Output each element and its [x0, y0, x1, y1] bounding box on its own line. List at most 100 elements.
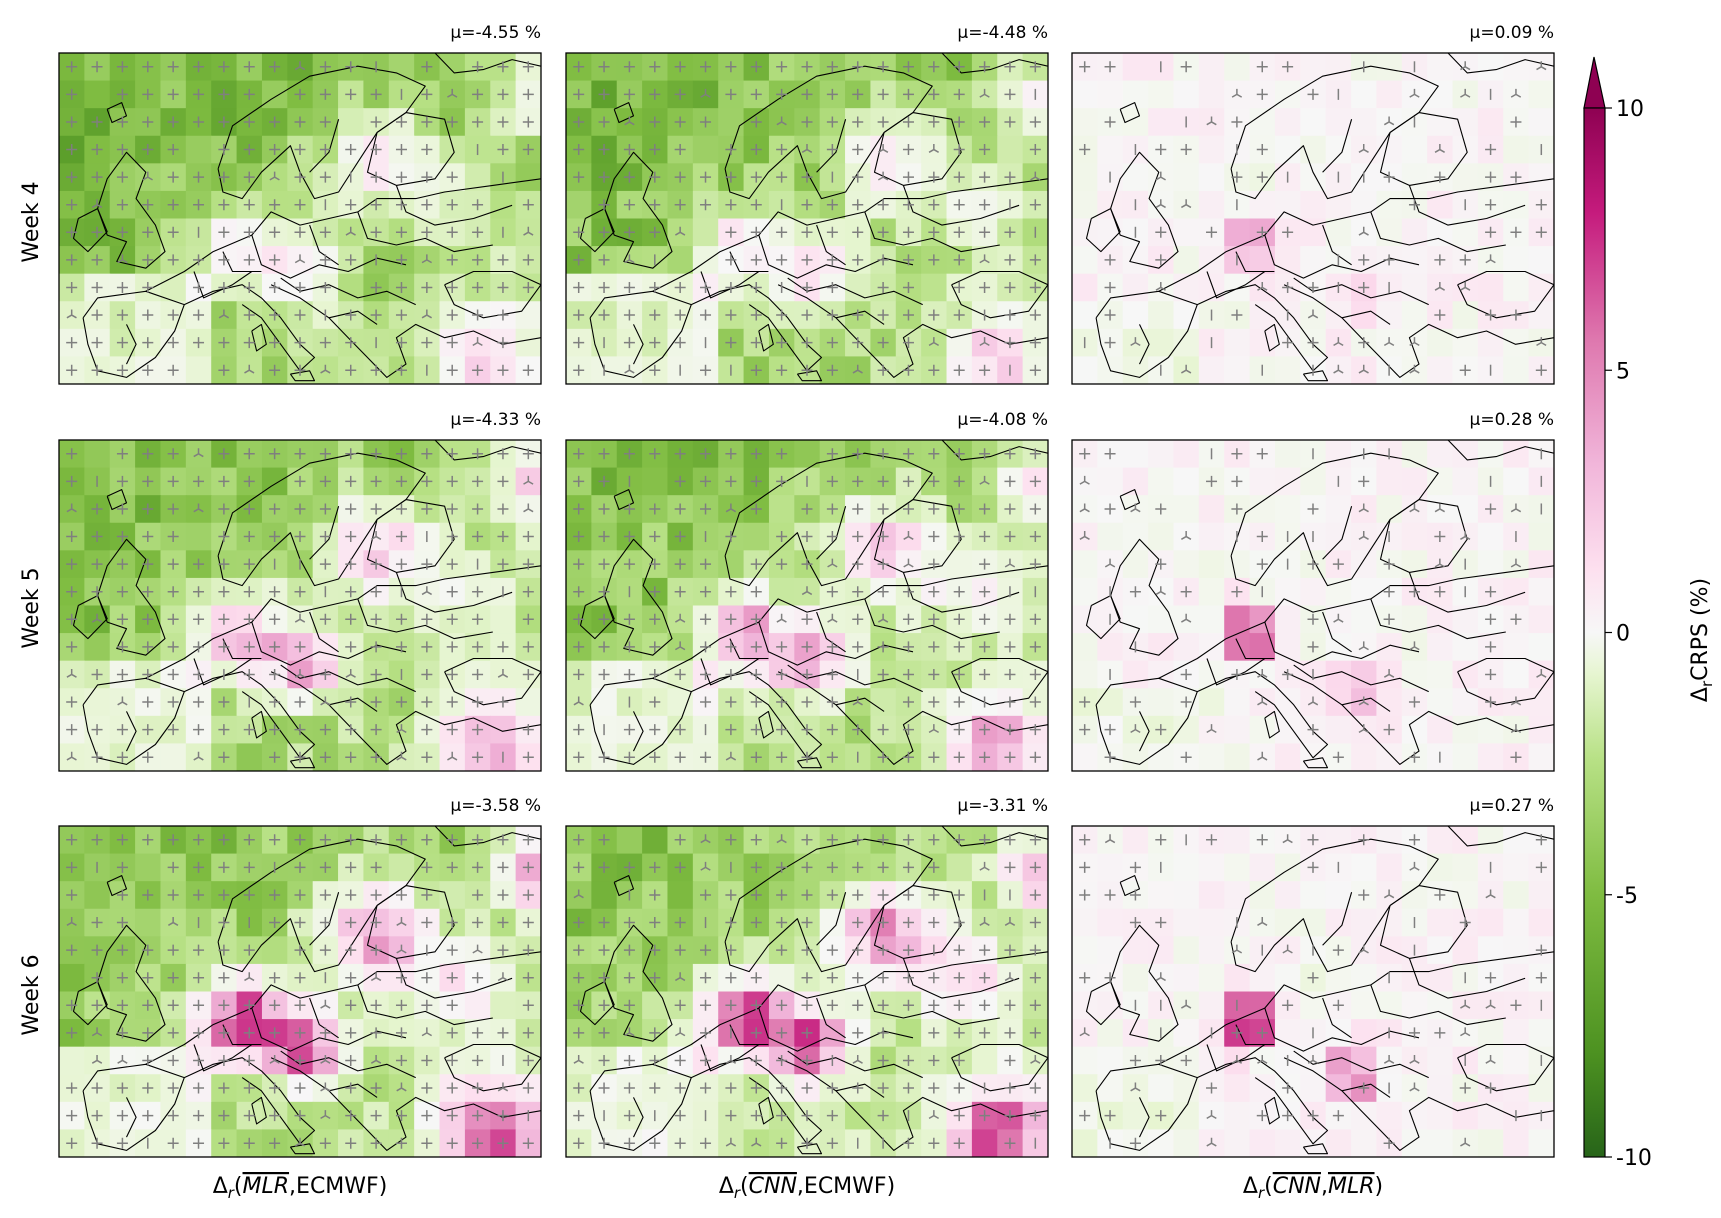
heatmap-cell [1401, 1129, 1428, 1157]
significance-marker [877, 613, 889, 623]
significance-marker [1460, 1137, 1471, 1147]
significance-marker [953, 364, 965, 376]
country-border [1408, 572, 1526, 613]
significance-marker [826, 1137, 838, 1149]
significance-marker [421, 171, 433, 183]
significance-marker [649, 724, 661, 736]
significance-marker [852, 972, 864, 984]
significance-marker [1282, 337, 1294, 349]
significance-marker [1282, 999, 1294, 1011]
heatmap-cell [1198, 273, 1225, 302]
significance-marker [1383, 889, 1395, 899]
significance-marker [598, 503, 610, 515]
significance-marker [750, 586, 762, 598]
significance-marker [1282, 668, 1294, 680]
significance-marker [623, 751, 635, 763]
heatmap-cell [1300, 190, 1327, 220]
significance-marker [193, 503, 204, 513]
coastline [72, 981, 108, 1026]
significance-marker [649, 613, 661, 625]
heatmap-cell [1503, 908, 1530, 937]
heatmap-cell [1477, 522, 1504, 551]
significance-marker [928, 254, 940, 266]
heatmap-cell [1452, 605, 1479, 634]
significance-marker [700, 641, 712, 653]
significance-marker [826, 972, 838, 984]
significance-marker [91, 972, 103, 984]
significance-marker [142, 199, 154, 211]
significance-marker [852, 199, 864, 211]
heatmap-cell [1427, 826, 1454, 855]
significance-marker [66, 61, 78, 73]
significance-marker [1206, 1082, 1218, 1094]
country-border [280, 1050, 416, 1079]
significance-marker [522, 1137, 534, 1149]
significance-marker [522, 558, 534, 570]
significance-marker [598, 199, 610, 211]
significance-marker [725, 696, 737, 708]
heatmap-cell [1173, 963, 1200, 993]
heatmap-cell [84, 881, 111, 910]
significance-marker [472, 254, 484, 266]
heatmap-cell [1122, 1019, 1149, 1048]
heatmap-cell [1274, 495, 1301, 524]
significance-marker [1004, 116, 1016, 128]
heatmap-cell [1351, 301, 1378, 330]
significance-marker [573, 999, 585, 1011]
significance-marker [902, 226, 914, 238]
coastline [1095, 290, 1198, 378]
significance-marker [1104, 448, 1116, 460]
coastline [1379, 112, 1468, 186]
heatmap-cell [1072, 356, 1098, 384]
significance-marker [623, 641, 635, 653]
significance-marker [522, 724, 534, 736]
significance-marker [497, 531, 509, 543]
heatmap-cell [1528, 1074, 1554, 1103]
heatmap-cell [1452, 660, 1479, 689]
significance-marker [395, 1110, 407, 1122]
significance-marker [1358, 724, 1369, 734]
heatmap-cell [1173, 853, 1200, 882]
significance-marker [1079, 531, 1090, 540]
significance-marker [370, 1137, 382, 1149]
significance-marker [167, 503, 179, 515]
significance-marker [218, 503, 230, 515]
significance-marker [1231, 1027, 1243, 1039]
heatmap-cell [1173, 440, 1200, 469]
heatmap-cell [946, 328, 973, 358]
significance-marker [598, 61, 610, 73]
significance-marker [1231, 448, 1243, 460]
heatmap-cell [1122, 53, 1149, 82]
heatmap-cell [1452, 301, 1479, 330]
significance-marker [370, 586, 382, 598]
significance-marker [649, 281, 661, 293]
significance-marker [116, 1137, 128, 1149]
significance-marker [573, 1137, 585, 1149]
significance-marker [243, 226, 255, 238]
significance-marker [472, 1054, 484, 1066]
significance-marker [1256, 171, 1268, 183]
significance-marker [91, 751, 103, 763]
significance-marker [421, 999, 433, 1011]
heatmap-cell [1452, 440, 1479, 469]
significance-marker [91, 999, 103, 1011]
significance-marker [674, 751, 686, 763]
significance-marker [1029, 558, 1041, 570]
significance-marker [193, 558, 205, 570]
significance-marker [522, 641, 534, 653]
coastline [579, 595, 615, 640]
heatmap-cell [1503, 273, 1530, 302]
coastline [1457, 657, 1554, 706]
significance-marker [269, 917, 281, 929]
heatmap-cell [1198, 605, 1225, 634]
heatmap-cell [1224, 688, 1251, 717]
coastline [724, 452, 933, 587]
significance-marker [776, 1137, 788, 1149]
panel-frame [58, 439, 542, 772]
heatmap-cell [1477, 273, 1504, 302]
significance-marker [370, 309, 382, 321]
panel-week-6-cnn-vs-ecmwf: μ=-3.31 % [565, 796, 1049, 1158]
coastline [97, 538, 166, 656]
significance-marker [91, 834, 103, 846]
significance-marker [928, 448, 940, 460]
